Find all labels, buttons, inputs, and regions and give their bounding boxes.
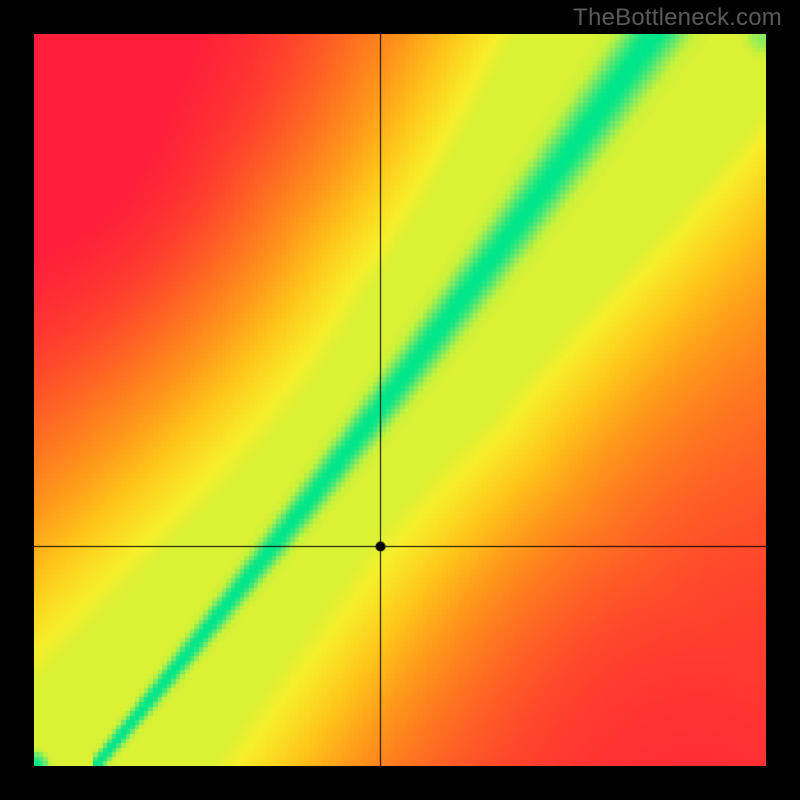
- watermark-text: TheBottleneck.com: [573, 4, 782, 32]
- heatmap-canvas: [34, 34, 766, 766]
- chart-container: TheBottleneck.com: [0, 0, 800, 800]
